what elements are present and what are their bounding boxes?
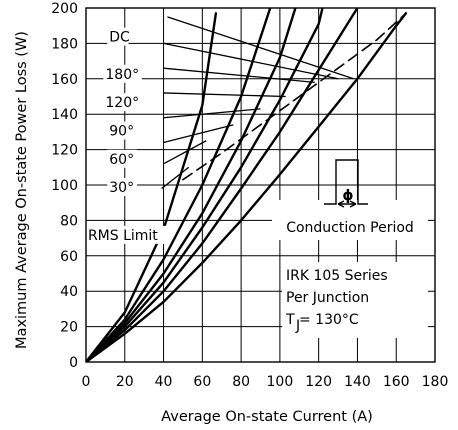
curve-label-120-deg: 120° — [105, 95, 139, 111]
device-info: IRK 105 Series Per Junction T = 130°C J — [282, 262, 428, 338]
curve-label-60-deg: 60° — [109, 152, 134, 168]
leader-line — [163, 140, 207, 165]
series-line-rms-limit — [182, 14, 405, 181]
curve-label-bg — [107, 178, 138, 197]
plot-area: DC 180° 120° 90° 60° 30° RMS Limit ϕ Conductio… — [85, 7, 436, 363]
y-tick-label: 20 — [60, 320, 78, 336]
x-tick-label: 40 — [155, 374, 173, 390]
y-tick-label: 60 — [60, 249, 78, 265]
y-tick-label: 100 — [51, 178, 78, 194]
leader-line — [163, 42, 339, 80]
series-line-dc — [86, 12, 408, 362]
leader-line — [163, 108, 261, 119]
leader-line — [163, 92, 286, 98]
curve-label-bg — [85, 225, 168, 244]
curve-label-bg — [107, 27, 129, 46]
curve-label-90-deg: 90° — [109, 123, 134, 139]
conduction-pulse-icon — [324, 159, 368, 205]
leader-line — [161, 166, 190, 190]
y-tick-labels: 0 20 40 60 80 100 120 140 160 180 200 — [51, 1, 78, 371]
curve-labels: DC 180° 120° 90° 60° 30° RMS Limit — [85, 27, 168, 244]
series-line-90-deg — [86, 8, 297, 362]
curve-label-bg — [107, 121, 138, 140]
y-tick-label: 0 — [69, 355, 78, 371]
y-axis-title: Maximum Average On-state Power Loss (W) — [14, 31, 30, 349]
curve-label-dc: DC — [109, 30, 130, 46]
info-background — [282, 262, 428, 338]
curve-label-rms-limit: RMS Limit — [88, 228, 158, 244]
x-tick-label: 120 — [305, 374, 332, 390]
x-axis-title: Average On-state Current (A) — [161, 409, 373, 425]
y-tick-label: 180 — [51, 36, 78, 52]
x-tick-label: 160 — [383, 374, 410, 390]
leader-line — [163, 67, 315, 83]
label-leader-lines — [161, 16, 354, 190]
leader-line — [167, 16, 354, 80]
temperature-label: T = 130°C — [285, 312, 359, 328]
conduction-period-label: Conduction Period — [286, 220, 414, 236]
conduction-symbol-icon: ϕ — [342, 188, 353, 204]
leader-line — [163, 124, 234, 144]
x-tick-label: 20 — [116, 374, 134, 390]
x-tick-label: 140 — [344, 374, 371, 390]
y-tick-label: 160 — [51, 72, 78, 88]
y-tick-label: 140 — [51, 107, 78, 123]
temperature-subscript: J — [295, 318, 300, 334]
x-tick-label: 80 — [232, 374, 250, 390]
series-label: IRK 105 Series — [286, 268, 388, 284]
series-line-120-deg — [86, 8, 324, 362]
y-tick-label: 120 — [51, 143, 78, 159]
y-tick-label: 80 — [60, 213, 78, 229]
curve-label-bg — [103, 93, 142, 112]
conduction-period-inset: ϕ Conduction Period — [272, 159, 428, 240]
curve-label-180-deg: 180° — [105, 67, 139, 83]
x-tick-label: 100 — [267, 374, 294, 390]
curve-label-bg — [107, 149, 138, 168]
x-tick-labels: 0 20 40 60 80 100 120 140 160 180 — [82, 374, 449, 390]
x-tick-label: 0 — [82, 374, 91, 390]
x-tick-label: 60 — [193, 374, 211, 390]
y-tick-label: 40 — [60, 284, 78, 300]
plot-border — [85, 7, 436, 363]
series-line-180-deg — [86, 8, 359, 362]
x-tick-label: 180 — [422, 374, 449, 390]
y-tick-label: 200 — [51, 1, 78, 17]
curve-label-30-deg: 30° — [109, 180, 134, 196]
junction-label: Per Junction — [286, 290, 369, 306]
conduction-arrow-icon — [337, 200, 357, 208]
curve-label-bg — [103, 64, 142, 83]
series-line-60-deg — [86, 8, 272, 362]
